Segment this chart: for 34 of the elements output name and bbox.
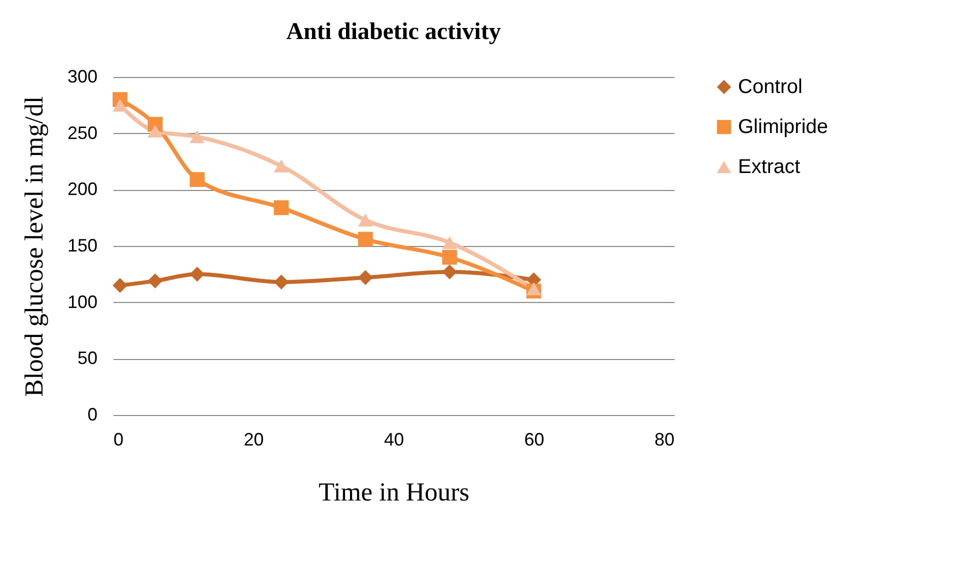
legend-label: Extract: [738, 156, 801, 178]
point: [526, 282, 542, 296]
point: [442, 264, 458, 280]
chart-title: Anti diabetic activity: [286, 19, 501, 45]
y-tick-label: 100: [67, 292, 98, 312]
legend-label: Glimipride: [738, 116, 828, 138]
y-tick-label: 300: [67, 66, 98, 86]
y-axis-title: Blood glucose level in mg/dl: [19, 96, 48, 397]
point: [274, 160, 289, 172]
legend-label: Control: [738, 76, 802, 98]
point: [358, 232, 373, 247]
point: [274, 274, 289, 290]
y-tick-label: 0: [87, 404, 98, 424]
x-tick-label: 80: [654, 430, 674, 450]
x-axis-title: Time in Hours: [318, 478, 470, 506]
y-tick-label: 200: [67, 179, 98, 200]
y-tick-label: 150: [67, 236, 98, 256]
point: [442, 236, 458, 250]
x-tick-label: 60: [524, 430, 544, 450]
point: [358, 270, 373, 285]
point: [190, 266, 205, 282]
x-tick-label: 20: [244, 430, 264, 450]
y-tick-label: 50: [77, 348, 98, 368]
x-tick-label: 40: [384, 430, 404, 450]
point: [442, 250, 458, 265]
point: [148, 124, 162, 138]
point: [190, 130, 205, 144]
point: [274, 200, 289, 216]
point: [358, 214, 373, 227]
y-tick-label: 250: [67, 122, 98, 143]
point: [190, 172, 205, 187]
point: [148, 274, 162, 288]
x-tick-label: 0: [114, 430, 124, 450]
point: [112, 278, 128, 293]
